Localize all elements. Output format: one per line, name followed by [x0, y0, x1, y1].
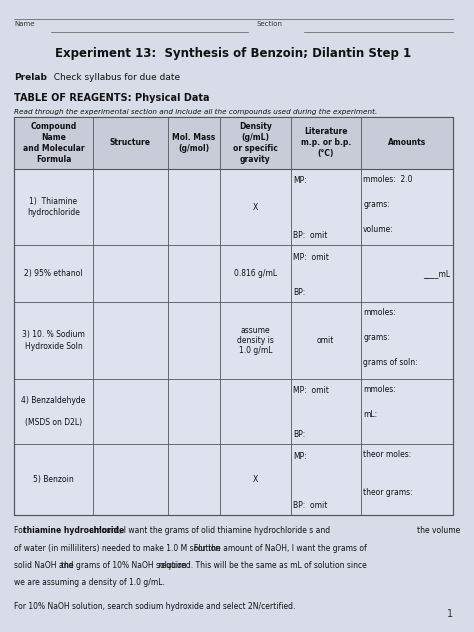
Text: Prelab: Prelab — [14, 73, 47, 82]
Text: Density
(g/mL)
or specific
gravity: Density (g/mL) or specific gravity — [233, 122, 278, 164]
Text: Literature
m.p. or b.p.
(°C): Literature m.p. or b.p. (°C) — [301, 127, 351, 159]
Text: BP:: BP: — [293, 288, 305, 297]
Text: thiamine hydrochloride: thiamine hydrochloride — [23, 526, 125, 535]
Text: mmoles:

grams:

grams of soln:: mmoles: grams: grams of soln: — [363, 308, 418, 367]
Text: solid NaOH and: solid NaOH and — [14, 561, 76, 569]
Text: Read through the experimental section and include all the compounds used during : Read through the experimental section an… — [14, 109, 377, 116]
Text: MP:: MP: — [293, 452, 307, 461]
Text: TABLE OF REAGENTS: Physical Data: TABLE OF REAGENTS: Physical Data — [14, 93, 210, 103]
Text: X: X — [253, 475, 258, 484]
Text: For 10% NaOH solution, search sodium hydroxide and select 2N/certified.: For 10% NaOH solution, search sodium hyd… — [14, 602, 295, 611]
Text: Experiment 13:  Synthesis of Benzoin; Dilantin Step 1: Experiment 13: Synthesis of Benzoin; Dil… — [55, 47, 411, 61]
Text: MP:  omit: MP: omit — [293, 386, 329, 396]
Text: MP:: MP: — [293, 176, 307, 185]
Text: Section: Section — [257, 21, 283, 27]
Text: 3) 10. % Sodium
Hydroxide Soln: 3) 10. % Sodium Hydroxide Soln — [22, 331, 85, 351]
Bar — [14, 117, 453, 169]
Text: assume
density is
1.0 g/mL: assume density is 1.0 g/mL — [237, 325, 274, 355]
Text: required. This will be the same as mL of solution since: required. This will be the same as mL of… — [155, 561, 366, 569]
Text: Name: Name — [14, 21, 35, 27]
Text: MP:  omit: MP: omit — [293, 253, 329, 262]
Text: 1)  Thiamine
hydrochloride: 1) Thiamine hydrochloride — [27, 197, 80, 217]
Text: 0.816 g/mL: 0.816 g/mL — [234, 269, 277, 278]
Text: BP:: BP: — [293, 430, 305, 439]
Text: For: For — [14, 526, 28, 535]
Text: 2) 95% ethanol: 2) 95% ethanol — [24, 269, 83, 278]
Text: we are assuming a density of 1.0 g/mL.: we are assuming a density of 1.0 g/mL. — [14, 578, 165, 586]
Text: the grams of 10% NaOH solution: the grams of 10% NaOH solution — [61, 561, 187, 569]
Text: Check syllabus for due date: Check syllabus for due date — [48, 73, 180, 82]
Text: omit: omit — [317, 336, 335, 345]
Text: BP:  omit: BP: omit — [293, 231, 328, 241]
Text: . For the amount of NaOH, I want the grams of: . For the amount of NaOH, I want the gra… — [189, 544, 366, 552]
Text: Mol. Mass
(g/mol): Mol. Mass (g/mol) — [173, 133, 216, 153]
Text: mmoles:

mL:: mmoles: mL: — [363, 385, 396, 419]
Text: ____mL: ____mL — [423, 269, 450, 278]
Text: Amounts: Amounts — [388, 138, 426, 147]
Text: 5) Benzoin: 5) Benzoin — [33, 475, 74, 484]
Text: amount, I want the grams of olid thiamine hydrochloride s and: amount, I want the grams of olid thiamin… — [87, 526, 332, 535]
Text: X: X — [253, 203, 258, 212]
Text: the volume: the volume — [417, 526, 460, 535]
Text: 1: 1 — [447, 609, 453, 619]
Text: Structure: Structure — [110, 138, 151, 147]
Text: theor moles:


theor grams:: theor moles: theor grams: — [363, 451, 413, 497]
Text: mmoles:  2.0

grams:

volume:: mmoles: 2.0 grams: volume: — [363, 175, 413, 234]
Bar — [14, 117, 453, 515]
Text: of water (in milliliters) needed to make 1.0 M solution: of water (in milliliters) needed to make… — [14, 544, 220, 552]
Text: Compound
Name
and Molecular
Formula: Compound Name and Molecular Formula — [23, 122, 84, 164]
Text: BP:  omit: BP: omit — [293, 501, 328, 510]
Text: 4) Benzaldehyde

(MSDS on D2L): 4) Benzaldehyde (MSDS on D2L) — [21, 396, 86, 427]
